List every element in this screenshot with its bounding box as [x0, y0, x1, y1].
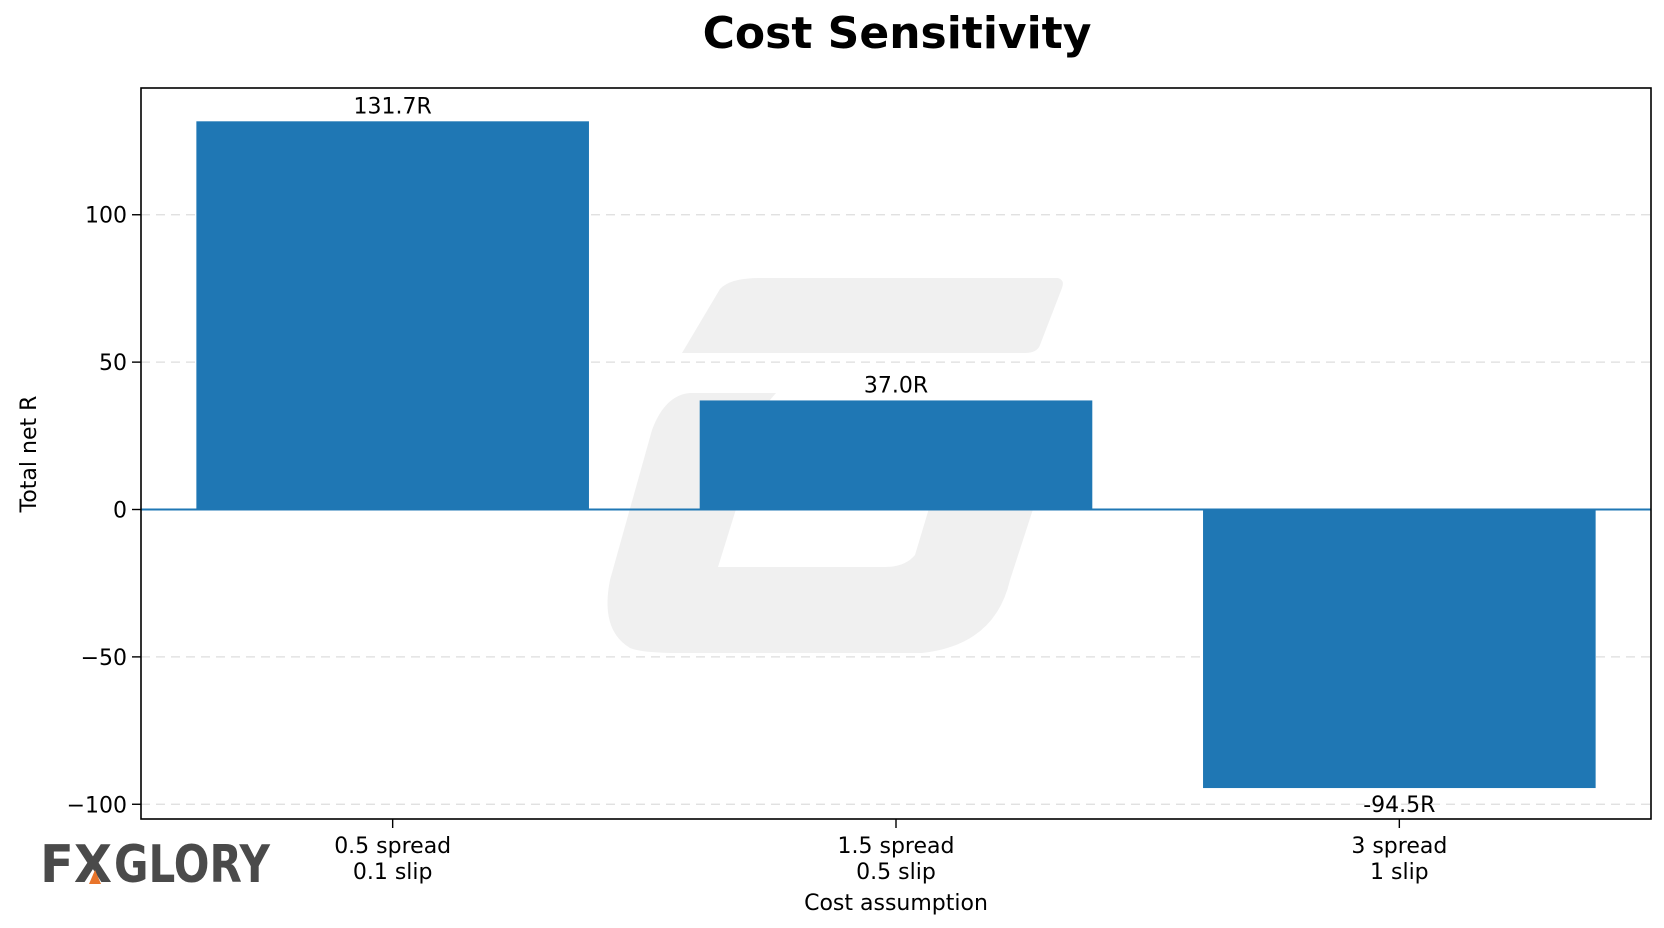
bar — [196, 121, 589, 510]
chart-title: Cost Sensitivity — [703, 8, 1092, 59]
bar-value-label: 37.0R — [864, 373, 928, 398]
bar-value-label: -94.5R — [1363, 793, 1435, 818]
x-tick-label: 1.5 spread — [838, 834, 955, 859]
y-axis-ticks: −100 −50 0 50 100 — [67, 204, 141, 818]
x-tick-label: 3 spread — [1351, 834, 1447, 859]
logo-glory: GLORY — [114, 835, 271, 895]
x-tick-label: 0.5 spread — [334, 834, 451, 859]
bar-value-label: 131.7R — [354, 94, 432, 119]
bar — [699, 400, 1093, 510]
data-labels: 131.7R 37.0R -94.5R — [354, 94, 1436, 818]
x-axis-label: Cost assumption — [804, 891, 988, 916]
y-tick-label: 100 — [85, 204, 127, 229]
x-tick-label: 1 slip — [1370, 860, 1429, 885]
logo-fx: FX — [40, 835, 112, 895]
y-axis-label: Total net R — [17, 396, 42, 514]
y-tick-label: −100 — [67, 793, 127, 818]
x-tick-label: 0.5 slip — [856, 860, 936, 885]
bar — [1203, 509, 1596, 789]
y-tick-label: 0 — [113, 499, 127, 524]
y-tick-label: 50 — [99, 351, 127, 376]
y-tick-label: −50 — [81, 646, 127, 671]
fxglory-logo: FX GLORY — [40, 835, 271, 895]
x-tick-label: 0.1 slip — [353, 860, 433, 885]
logo-accent-triangle — [89, 870, 101, 884]
bars — [196, 121, 1596, 789]
